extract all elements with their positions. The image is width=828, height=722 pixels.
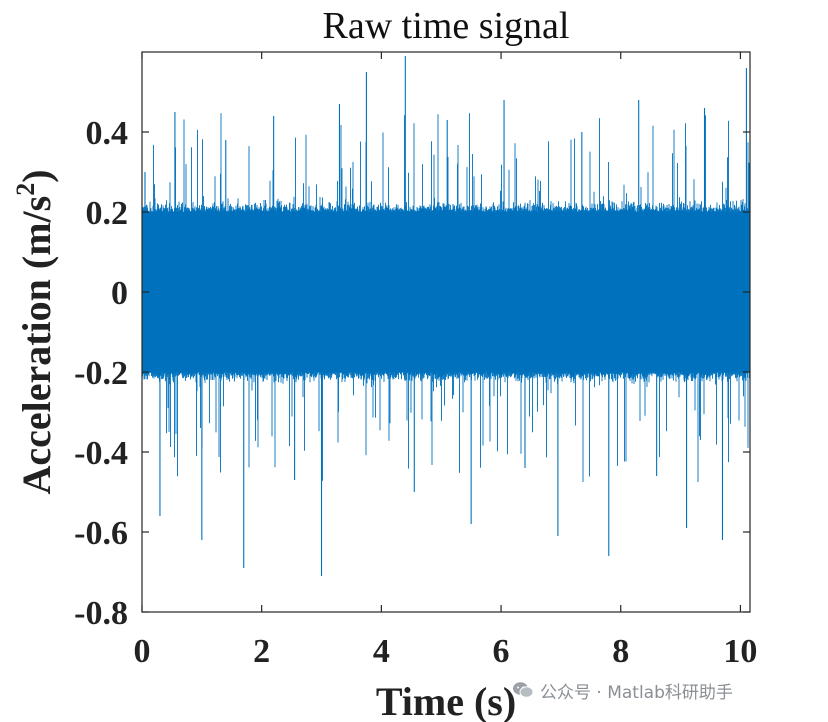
- x-axis-label: Time (s): [376, 679, 516, 722]
- x-tick-label: 6: [493, 633, 510, 670]
- x-tick-label: 8: [612, 633, 629, 670]
- watermark: 公众号 · Matlab科研助手: [512, 678, 733, 703]
- y-tick-label: -0.4: [74, 435, 128, 472]
- x-tick-label: 0: [134, 633, 151, 670]
- y-tick-label: -0.8: [74, 595, 128, 632]
- wechat-icon: [513, 682, 534, 698]
- y-axis-label-main: Acceleration (m/s: [14, 196, 59, 495]
- y-tick-label: -0.2: [74, 355, 128, 392]
- x-tick-labels: 0 2 4 6 8 10: [134, 633, 758, 670]
- y-tick-label: 0: [111, 275, 128, 312]
- x-tick-label: 10: [723, 633, 757, 670]
- y-tick-label: 0.2: [86, 195, 129, 232]
- watermark-text: 公众号 · Matlab科研助手: [540, 682, 733, 703]
- axis-ticks: [141, 52, 750, 613]
- y-axis-label-superscript: 2: [11, 183, 40, 196]
- y-tick-label: -0.6: [74, 515, 128, 552]
- signal-series: [141, 56, 751, 576]
- y-tick-label: 0.4: [86, 115, 129, 152]
- y-axis-label-close: ): [14, 169, 59, 182]
- x-tick-label: 4: [373, 633, 390, 670]
- x-tick-label: 2: [253, 633, 270, 670]
- chart-title: Raw time signal: [323, 5, 570, 47]
- plot-area: [141, 51, 751, 613]
- axes-box: [141, 51, 751, 613]
- y-axis-label: Acceleration (m/s2): [11, 169, 59, 494]
- y-tick-labels: -0.8 -0.6 -0.4 -0.2 0 0.2 0.4: [74, 115, 128, 632]
